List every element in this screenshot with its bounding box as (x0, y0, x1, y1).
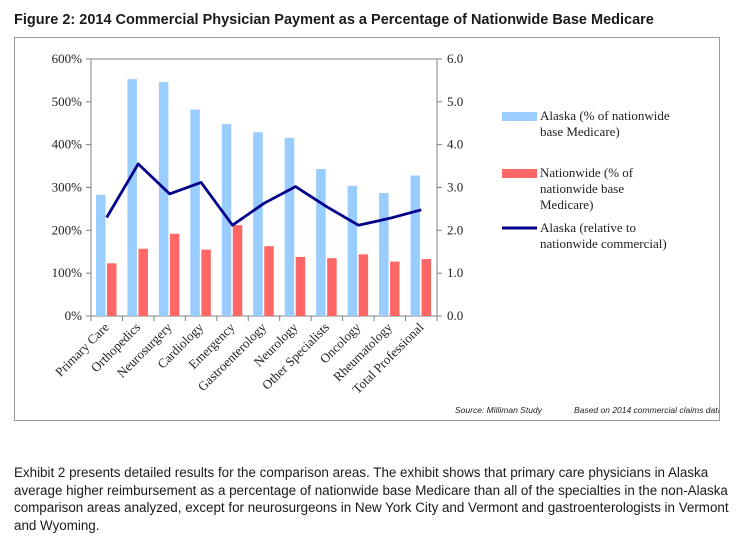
body-paragraph: Exhibit 2 presents detailed results for … (14, 465, 729, 533)
legend-label: Alaska (relative to (540, 220, 636, 235)
right-axis-tick-label: 1.0 (447, 265, 463, 280)
legend-label: base Medicare) (540, 124, 620, 139)
bar-nationwide-pct (264, 246, 274, 316)
left-axis-tick-label: 600% (52, 51, 83, 66)
line-alaska-relative (105, 162, 422, 227)
bar-alaska-pct (379, 193, 389, 316)
source-note: Source: Milliman Study (455, 405, 543, 415)
legend-label: Nationwide (% of (540, 165, 634, 180)
bar-alaska-pct (221, 124, 232, 317)
bar-nationwide-pct (295, 256, 306, 316)
right-axis-tick-label: 0.0 (447, 308, 463, 323)
legend-label: Medicare) (540, 197, 593, 212)
left-axis-tick-label: 100% (52, 265, 83, 280)
legend-label: Alaska (% of nationwide (540, 108, 670, 123)
bar-alaska-pct (253, 132, 263, 316)
bar-alaska-pct (127, 79, 137, 316)
right-axis-tick-label: 3.0 (447, 180, 463, 195)
bar-alaska-pct (316, 169, 326, 316)
bar-nationwide-pct (232, 225, 243, 316)
bar-nationwide-pct (138, 248, 148, 316)
left-axis-tick-label: 300% (52, 180, 83, 195)
bar-nationwide-pct (327, 258, 337, 316)
bar-nationwide-pct (201, 249, 211, 316)
bar-nationwide-pct (106, 263, 117, 316)
left-axis-tick-label: 0% (65, 308, 83, 323)
left-axis-tick-label: 500% (52, 94, 83, 109)
bar-nationwide-pct (390, 261, 400, 316)
figure-title: Figure 2: 2014 Commercial Physician Paym… (14, 12, 654, 28)
legend-label: nationwide base (540, 181, 624, 196)
left-axis-tick-label: 200% (52, 222, 83, 237)
legend-label: nationwide commercial) (540, 236, 667, 251)
bar-nationwide-pct (421, 259, 432, 316)
data-note: Based on 2014 commercial claims data (574, 405, 719, 415)
legend-swatch (502, 112, 537, 121)
chart-frame: 0% 100% 200% 300% 400% 500% 600% 0.0 1.0 2.0 3.0 4.… (14, 37, 720, 421)
bar-alaska-pct (284, 137, 295, 316)
bar-alaska-pct (95, 194, 106, 316)
bar-nationwide-pct (358, 254, 369, 316)
right-axis-tick-label: 6.0 (447, 51, 463, 66)
right-axis-tick-label: 5.0 (447, 94, 463, 109)
chart: 0% 100% 200% 300% 400% 500% 600% 0.0 1.0 2.0 3.0 4.… (52, 51, 719, 415)
bar-alaska-pct (190, 109, 200, 316)
right-axis-tick-label: 4.0 (447, 137, 463, 152)
right-axis-tick-label: 2.0 (447, 222, 463, 237)
left-axis-tick-label: 400% (52, 137, 83, 152)
bar-alaska-pct (347, 185, 358, 316)
legend-swatch (502, 169, 537, 178)
bar-nationwide-pct (169, 233, 180, 316)
bar-alaska-pct (158, 82, 169, 316)
bar-alaska-pct (410, 175, 421, 316)
